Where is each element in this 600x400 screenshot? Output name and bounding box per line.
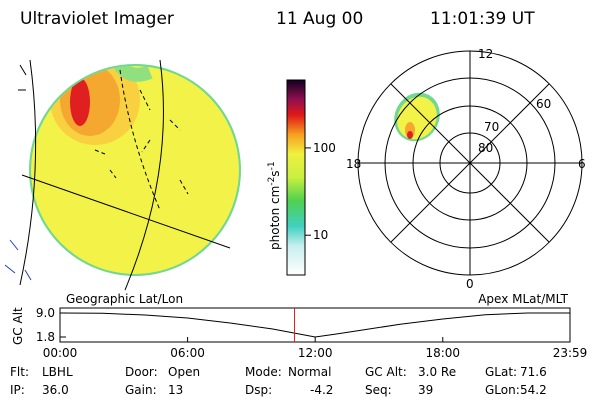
mlat-label: 70: [484, 120, 499, 134]
colorbar: [286, 79, 306, 276]
altitude-plot: 9.0 1.8 00:00 06:00 12:00 18:00 23:59: [36, 306, 587, 360]
field-label: Mode:: [245, 365, 282, 379]
y-tick-label: 9.0: [36, 306, 55, 320]
footer: Flt: LBHL Door: Open Mode: Normal GC Alt: 3.0 R…: [10, 365, 547, 397]
x-tick-label: 00:00: [43, 346, 78, 360]
x-tick-label: 12:00: [298, 346, 333, 360]
field-label: GLat:: [485, 365, 517, 379]
mlat-label: 60: [536, 97, 551, 111]
polar-image: [357, 50, 583, 276]
field-label: Gain:: [125, 383, 157, 397]
field-label: GC Alt:: [365, 365, 407, 379]
y-axis-label: GC Alt: [11, 307, 25, 345]
field-value: 36.0: [42, 383, 69, 397]
field-value: 13: [168, 383, 183, 397]
mlt-label: 6: [578, 157, 586, 171]
field-value: -4.2: [310, 383, 333, 397]
x-tick-label: 18:00: [425, 346, 460, 360]
field-value: Open: [168, 365, 200, 379]
field-label: Seq:: [365, 383, 392, 397]
label-text: photon cm: [268, 186, 282, 250]
field-label: Flt:: [10, 365, 29, 379]
mlat-label: 80: [478, 141, 493, 155]
y-tick-label: 1.8: [36, 330, 55, 344]
field-value: 71.6: [520, 365, 547, 379]
field-value: 54.2: [520, 383, 547, 397]
title: Ultraviolet Imager: [20, 9, 174, 29]
field-value: 39: [418, 383, 433, 397]
field-value: Normal: [288, 365, 331, 379]
tick-label: 10: [313, 228, 328, 242]
colorbar-label: photon cm-2s-1: [267, 161, 282, 250]
label-sup: -2: [267, 177, 277, 186]
colorbar-ticks: 10 100: [305, 141, 336, 242]
projection-label: Apex MLat/MLT: [478, 292, 568, 306]
tick-label: 100: [313, 141, 336, 155]
mlt-label: 18: [346, 157, 361, 171]
field-value: LBHL: [42, 365, 73, 379]
field-label: IP:: [10, 383, 25, 397]
mlt-label: 12: [478, 47, 493, 61]
mlt-label: 0: [466, 277, 474, 291]
field-label: GLon:: [485, 383, 520, 397]
label-sup: -1: [267, 161, 277, 170]
label-text: s: [268, 170, 282, 176]
geo-image: [4, 59, 241, 291]
field-label: Dsp:: [245, 383, 272, 397]
x-tick-label: 06:00: [170, 346, 205, 360]
x-tick-label: 23:59: [553, 346, 588, 360]
time: 11:01:39 UT: [430, 9, 535, 29]
altitude-line: [59, 312, 570, 338]
date: 11 Aug 00: [276, 9, 363, 29]
field-label: Door:: [125, 365, 158, 379]
projection-label: Geographic Lat/Lon: [66, 292, 183, 306]
field-value: 3.0 Re: [418, 365, 456, 379]
